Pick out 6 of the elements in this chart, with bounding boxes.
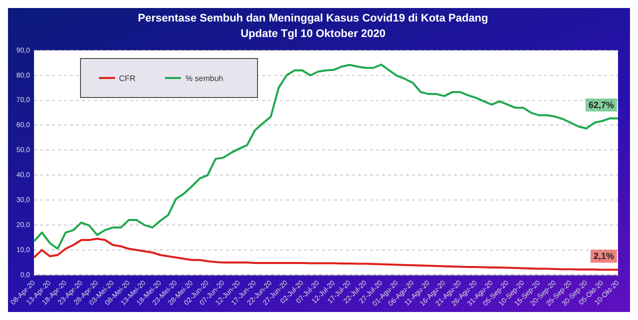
legend-label: CFR bbox=[119, 74, 136, 82]
legend-label: % sembuh bbox=[185, 74, 224, 82]
data-label: 62,7% bbox=[588, 100, 614, 110]
chart-subtitle: Update Tgl 10 Oktober 2020 bbox=[240, 28, 386, 40]
data-label: 2,1% bbox=[593, 251, 614, 262]
chart-title: Persentase Sembuh dan Meninggal Kasus Covid19 di Kota Padang bbox=[138, 12, 488, 25]
